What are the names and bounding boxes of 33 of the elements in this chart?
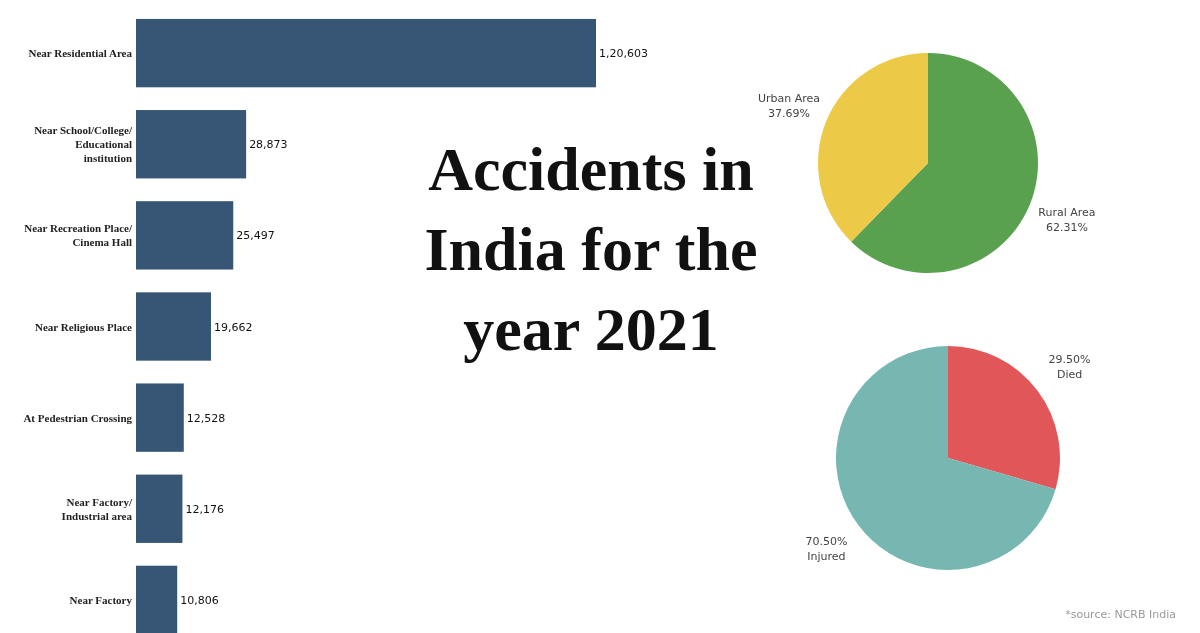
data-label: 25,497 bbox=[236, 229, 275, 243]
data-label: 12,176 bbox=[185, 502, 224, 516]
y-tick-label: Near Residential Area bbox=[28, 47, 133, 60]
slice-label: Injured bbox=[807, 550, 846, 564]
bar bbox=[136, 383, 184, 452]
text: Accidents in India for the year 2021 bbox=[424, 135, 758, 363]
pie-slice bbox=[851, 53, 1038, 273]
slice-label: Died bbox=[1056, 367, 1083, 381]
bar bbox=[136, 565, 178, 633]
data-label: 12,528 bbox=[186, 411, 226, 425]
y-tick-label: Near Factory bbox=[69, 593, 133, 606]
data-label: 29.50% bbox=[1048, 352, 1091, 366]
slice-label: Urban Area bbox=[758, 92, 821, 106]
bar bbox=[136, 292, 211, 361]
y-tick-label: Near Recreation Place/Cinema Hall bbox=[24, 222, 133, 249]
y-tick-label: Near School/College/Educational institution bbox=[34, 124, 133, 165]
y-tick-label: Near Religious Place bbox=[35, 320, 133, 333]
data-label: 37.69% bbox=[768, 107, 811, 121]
bar bbox=[136, 474, 183, 543]
data-label: 28,873 bbox=[249, 138, 288, 152]
data-label: 19,662 bbox=[213, 320, 253, 334]
pie-slice bbox=[818, 53, 928, 242]
data-label: 10,806 bbox=[180, 593, 219, 607]
data-label: 1,20,603 bbox=[599, 47, 648, 61]
bar bbox=[136, 201, 234, 270]
y-tick-label: Near Factory/Industrial area bbox=[61, 495, 133, 522]
slice-label: Rural Area bbox=[1038, 205, 1096, 219]
bar bbox=[136, 18, 596, 88]
y-tick-label: At Pedestrian Crossing bbox=[23, 411, 133, 424]
data-label: 62.31% bbox=[1045, 220, 1088, 234]
bar bbox=[136, 110, 247, 179]
text: *source: NCRB India bbox=[1065, 608, 1176, 621]
data-label: 70.50% bbox=[805, 535, 848, 549]
